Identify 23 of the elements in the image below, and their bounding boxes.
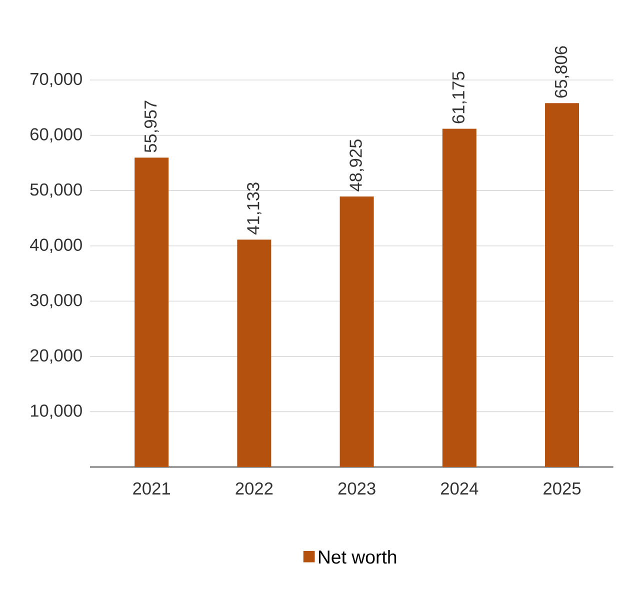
data-label: 41,133 xyxy=(247,182,262,234)
y-tick-label: 10,000 xyxy=(30,404,82,419)
x-tick-label: 2025 xyxy=(544,482,581,495)
y-tick-label: 40,000 xyxy=(30,238,82,254)
bar xyxy=(545,103,580,467)
bar xyxy=(134,158,169,467)
x-tick-label: 2022 xyxy=(236,482,273,495)
y-tick-label: 20,000 xyxy=(30,349,82,364)
bar xyxy=(442,128,476,467)
y-tick-label: 70,000 xyxy=(30,72,82,88)
data-label: 48,925 xyxy=(350,140,364,192)
y-tick-label: 30,000 xyxy=(30,294,82,308)
legend-label: Net worth xyxy=(318,550,396,564)
y-tick-label: 50,000 xyxy=(30,183,82,198)
x-tick-label: 2023 xyxy=(338,482,376,495)
data-label: 65,806 xyxy=(554,46,570,98)
bar xyxy=(340,196,374,467)
x-tick-label: 2021 xyxy=(133,482,170,495)
data-label: 55,957 xyxy=(144,100,159,152)
data-label: 61,175 xyxy=(452,72,467,124)
x-tick-label: 2024 xyxy=(441,482,478,495)
y-tick-label: 60,000 xyxy=(30,128,82,142)
bar xyxy=(237,240,272,467)
